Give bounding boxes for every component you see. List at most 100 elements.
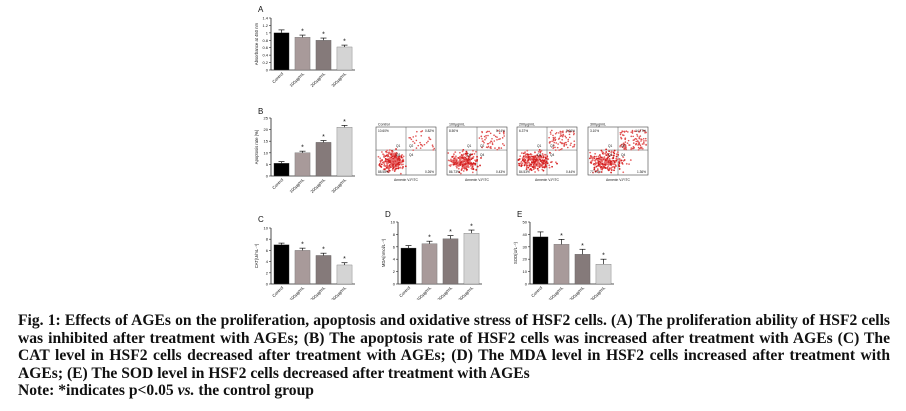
flow-dot xyxy=(553,137,555,140)
flow-dot xyxy=(534,171,536,173)
x-tick-label: 300μg/mL xyxy=(457,285,474,300)
flow-dot xyxy=(624,141,627,143)
flow-x-axis-label: Annexin V-FITC xyxy=(394,178,418,182)
flow-dot xyxy=(590,160,593,163)
flow-dot xyxy=(402,155,405,158)
flow-dot xyxy=(479,164,481,167)
flow-dot xyxy=(543,160,546,162)
flow-dot xyxy=(605,148,608,151)
flow-dot xyxy=(540,160,542,162)
flow-dot-cloud xyxy=(517,129,576,173)
flow-dot xyxy=(573,144,576,146)
flow-dot xyxy=(567,129,569,132)
flow-dot xyxy=(410,138,413,141)
flow-dot xyxy=(391,149,393,152)
flow-dot xyxy=(622,171,625,174)
flow-dot xyxy=(563,145,565,147)
flow-dot xyxy=(542,162,545,165)
flow-dot xyxy=(603,162,606,165)
y-tick-label: 0 xyxy=(266,282,269,287)
flow-dot xyxy=(632,139,635,141)
flow-dot xyxy=(391,159,393,162)
quadrant-upper-left-value: 8.50% xyxy=(449,129,458,133)
flow-dot xyxy=(595,165,598,168)
flow-dot xyxy=(549,131,552,134)
flow-dot xyxy=(489,141,491,144)
caption-note: Note: *indicates p<0.05 vs. the control … xyxy=(18,382,890,400)
flow-dot xyxy=(565,136,568,139)
flow-dot xyxy=(531,161,534,164)
flow-dot xyxy=(642,147,644,150)
flow-dot xyxy=(475,169,478,171)
flow-dot xyxy=(603,157,606,160)
flow-dot xyxy=(593,156,596,159)
flow-dot xyxy=(630,135,633,138)
y-tick-label: 15 xyxy=(264,139,269,144)
flow-dot xyxy=(559,148,562,151)
flow-dot xyxy=(573,132,575,135)
flow-dot xyxy=(395,156,397,158)
flow-dot xyxy=(523,164,526,166)
bar xyxy=(336,264,353,285)
flow-dot xyxy=(459,157,462,160)
flow-dot xyxy=(481,131,484,134)
flow-dot xyxy=(394,164,397,167)
flow-dot xyxy=(400,163,403,166)
quadrant-id-q4: Q4 xyxy=(480,153,484,157)
flow-dot xyxy=(386,149,389,152)
flow-dot xyxy=(433,147,436,150)
flow-dot-cloud xyxy=(377,130,436,175)
flow-dot-cloud xyxy=(447,129,506,175)
flow-dot xyxy=(396,156,399,159)
flow-dot xyxy=(404,165,407,168)
flow-dot xyxy=(540,149,543,152)
flow-dot xyxy=(387,171,390,174)
flow-dot xyxy=(621,130,623,132)
quadrant-id-q1: Q1 xyxy=(396,144,400,148)
flow-dot xyxy=(594,161,597,164)
quadrant-lower-left-value: 84.53% xyxy=(519,170,530,174)
significance-star: * xyxy=(428,235,431,242)
flow-dot xyxy=(630,147,633,149)
flow-dot xyxy=(387,154,389,156)
bar xyxy=(336,46,353,71)
flow-dot xyxy=(636,135,639,137)
y-tick-label: 30 xyxy=(523,244,528,249)
quadrant-id-q3: Q3 xyxy=(396,153,400,157)
flow-dot xyxy=(395,161,398,164)
flow-dot xyxy=(530,157,533,160)
flow-dot xyxy=(457,163,460,166)
bar xyxy=(273,32,290,71)
quadrant-id-q3: Q3 xyxy=(608,153,612,157)
flow-dot xyxy=(503,135,506,137)
flow-dot xyxy=(567,138,570,141)
flow-dot xyxy=(559,131,562,133)
flow-dot xyxy=(469,154,472,156)
y-tick-label: 50 xyxy=(523,220,528,225)
quadrant-id-q2: Q2 xyxy=(550,144,554,148)
significance-star: * xyxy=(470,224,473,231)
flow-dot xyxy=(604,152,607,155)
flow-dot xyxy=(490,140,493,143)
flow-dot xyxy=(387,151,390,154)
flow-dot xyxy=(536,162,539,165)
flow-dot xyxy=(486,143,489,145)
flow-dot xyxy=(554,132,557,135)
flow-dot xyxy=(631,147,634,150)
flow-dot xyxy=(500,147,503,149)
quadrant-upper-right-value: 5.14% xyxy=(496,129,505,133)
y-tick-label: 2 xyxy=(393,269,396,274)
y-tick-label: 0 xyxy=(525,282,528,287)
flow-dot xyxy=(605,163,608,166)
flow-dot xyxy=(461,150,464,153)
flow-dot xyxy=(412,140,414,143)
significance-star: * xyxy=(301,145,304,152)
bar xyxy=(273,244,290,285)
flow-dot xyxy=(640,147,642,150)
quadrant-upper-right-value: 0.82% xyxy=(425,129,434,133)
flow-dot xyxy=(498,138,500,141)
flow-dot xyxy=(393,169,396,171)
x-tick-label: 200μg/mL xyxy=(309,71,326,88)
flow-dot xyxy=(520,164,523,166)
flow-dot xyxy=(541,165,544,168)
